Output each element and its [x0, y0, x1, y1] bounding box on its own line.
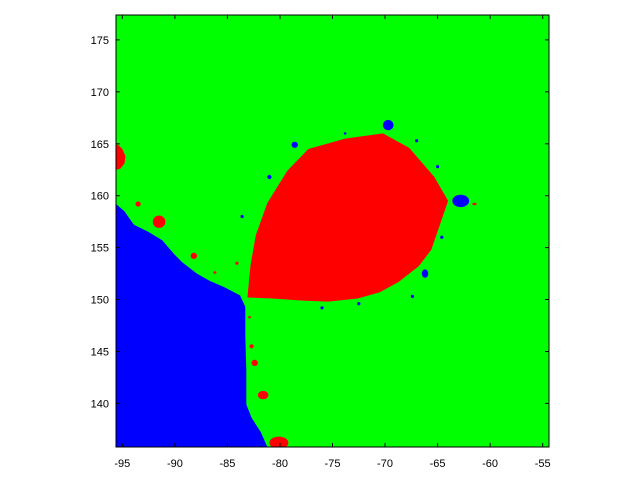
spot-6: [249, 344, 254, 349]
spot-4: [257, 390, 269, 400]
y-axis-tick-labels: 140 145 150 155 160 165 170 175: [91, 35, 109, 410]
y-tick-label: 170: [91, 87, 109, 99]
plot-content: [116, 119, 477, 447]
spot-15: [357, 302, 361, 306]
y-tick-label: 160: [91, 191, 109, 203]
x-tick-label: -75: [325, 458, 341, 470]
y-tick-label: 165: [91, 139, 109, 151]
spot-10: [421, 269, 429, 278]
spot-13: [235, 261, 239, 265]
spot-3: [269, 436, 289, 447]
y-tick-label: 175: [91, 35, 109, 47]
y-tick-label: 140: [91, 398, 109, 410]
y-tick-label: 155: [91, 243, 109, 255]
region-red-1: [247, 133, 449, 302]
spot-18: [436, 165, 440, 169]
spot-20: [343, 132, 347, 135]
axis-ticks: [116, 15, 549, 447]
spot-11: [267, 174, 272, 180]
x-tick-label: -55: [535, 458, 551, 470]
spot-14: [320, 306, 324, 310]
x-tick-label: -80: [272, 458, 288, 470]
region-red-2: [116, 144, 126, 170]
spot-22: [248, 316, 251, 319]
spot-8: [382, 119, 394, 131]
x-tick-label: -65: [430, 458, 446, 470]
spot-5: [251, 359, 258, 366]
x-tick-label: -70: [377, 458, 393, 470]
region-blue-0: [116, 204, 268, 447]
x-tick-label: -60: [482, 458, 498, 470]
spot-7: [452, 194, 470, 208]
y-tick-label: 145: [91, 347, 109, 359]
spot-16: [410, 294, 414, 298]
x-axis-tick-labels: -95 -90 -85 -80 -75 -70 -65 -60 -55: [114, 458, 550, 470]
spot-23: [213, 271, 217, 274]
spot-17: [440, 235, 444, 239]
spot-19: [415, 139, 419, 143]
spot-9: [291, 141, 298, 148]
x-tick-label: -95: [114, 458, 130, 470]
x-tick-label: -85: [219, 458, 235, 470]
spot-0: [152, 215, 166, 228]
plot-frame: [115, 14, 550, 448]
spot-12: [240, 214, 244, 219]
spot-2: [135, 201, 141, 207]
x-tick-label: -90: [167, 458, 183, 470]
y-tick-label: 150: [91, 295, 109, 307]
spot-1: [190, 252, 197, 259]
spot-21: [472, 202, 477, 206]
